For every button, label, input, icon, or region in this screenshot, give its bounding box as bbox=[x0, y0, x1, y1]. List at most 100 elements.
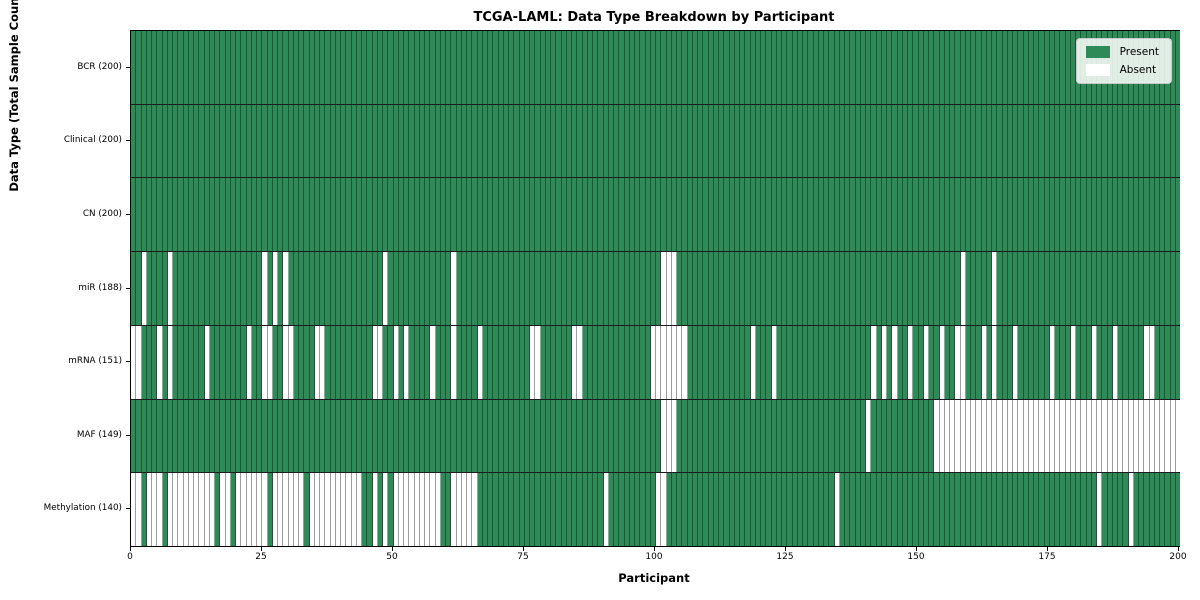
heatmap-cell bbox=[246, 473, 252, 547]
heatmap-cell bbox=[619, 399, 625, 473]
heatmap-cell bbox=[939, 252, 945, 325]
heatmap-cell bbox=[488, 252, 494, 325]
heatmap-cell bbox=[960, 399, 966, 473]
heatmap-cell bbox=[472, 325, 478, 399]
heatmap-cell bbox=[934, 399, 940, 473]
heatmap-cell bbox=[414, 104, 420, 178]
heatmap-cell bbox=[934, 31, 940, 104]
heatmap-cell bbox=[278, 399, 284, 473]
heatmap-cell bbox=[1049, 104, 1055, 178]
heatmap-cell bbox=[251, 252, 257, 325]
heatmap-cell bbox=[530, 178, 536, 252]
heatmap-cell bbox=[792, 31, 798, 104]
heatmap-cell bbox=[435, 178, 441, 252]
heatmap-cell bbox=[257, 104, 263, 178]
heatmap-cell bbox=[908, 252, 914, 325]
heatmap-cell bbox=[293, 252, 299, 325]
heatmap-cell bbox=[1028, 399, 1034, 473]
heatmap-cell bbox=[677, 473, 683, 547]
heatmap-cell bbox=[545, 31, 551, 104]
heatmap-cell bbox=[283, 31, 289, 104]
heatmap-cell bbox=[587, 473, 593, 547]
heatmap-cell bbox=[451, 178, 457, 252]
heatmap-cell bbox=[383, 252, 389, 325]
heatmap-cell bbox=[435, 252, 441, 325]
heatmap-cell bbox=[1076, 104, 1082, 178]
heatmap-cell bbox=[388, 252, 394, 325]
heatmap-cell bbox=[729, 104, 735, 178]
heatmap-cell bbox=[1112, 252, 1118, 325]
heatmap-cell bbox=[404, 399, 410, 473]
heatmap-cell bbox=[572, 31, 578, 104]
heatmap-cell bbox=[430, 325, 436, 399]
heatmap-cell bbox=[729, 178, 735, 252]
heatmap-cell bbox=[152, 473, 158, 547]
heatmap-cell bbox=[209, 31, 215, 104]
heatmap-cell bbox=[797, 325, 803, 399]
heatmap-cell bbox=[157, 325, 163, 399]
heatmap-cell bbox=[178, 178, 184, 252]
heatmap-cell bbox=[383, 178, 389, 252]
heatmap-cell bbox=[435, 104, 441, 178]
heatmap-cell bbox=[971, 325, 977, 399]
heatmap-cell bbox=[824, 104, 830, 178]
heatmap-cell bbox=[314, 31, 320, 104]
heatmap-cell bbox=[955, 473, 961, 547]
heatmap-cell bbox=[262, 104, 268, 178]
heatmap-cell bbox=[1023, 104, 1029, 178]
heatmap-cell bbox=[1039, 31, 1045, 104]
heatmap-cell bbox=[225, 325, 231, 399]
heatmap-cell bbox=[582, 399, 588, 473]
heatmap-cell bbox=[1175, 325, 1180, 399]
heatmap-cell bbox=[934, 252, 940, 325]
heatmap-cell bbox=[1123, 473, 1129, 547]
heatmap-cell bbox=[503, 31, 509, 104]
heatmap-cell bbox=[1165, 178, 1171, 252]
heatmap-cell bbox=[1013, 104, 1019, 178]
heatmap-cell bbox=[761, 104, 767, 178]
heatmap-cell bbox=[367, 104, 373, 178]
heatmap-cell bbox=[787, 399, 793, 473]
heatmap-cell bbox=[545, 252, 551, 325]
heatmap-cell bbox=[330, 104, 336, 178]
heatmap-cell bbox=[860, 104, 866, 178]
heatmap-cell bbox=[603, 325, 609, 399]
heatmap-cell bbox=[1097, 399, 1103, 473]
heatmap-cell bbox=[619, 252, 625, 325]
heatmap-cell bbox=[498, 325, 504, 399]
heatmap-cell bbox=[976, 252, 982, 325]
x-tick-mark bbox=[916, 546, 917, 551]
heatmap-cell bbox=[409, 31, 415, 104]
heatmap-cell bbox=[971, 399, 977, 473]
heatmap-cell bbox=[304, 31, 310, 104]
heatmap-cell bbox=[493, 252, 499, 325]
heatmap-cell bbox=[661, 399, 667, 473]
heatmap-cell bbox=[178, 325, 184, 399]
heatmap-cell bbox=[708, 473, 714, 547]
heatmap-cell bbox=[713, 252, 719, 325]
heatmap-cell bbox=[398, 325, 404, 399]
heatmap-cell bbox=[367, 325, 373, 399]
heatmap-cell bbox=[871, 31, 877, 104]
heatmap-cell bbox=[351, 104, 357, 178]
heatmap-cell bbox=[241, 178, 247, 252]
heatmap-cell bbox=[939, 178, 945, 252]
heatmap-cell bbox=[1049, 31, 1055, 104]
heatmap-cell bbox=[1086, 325, 1092, 399]
heatmap-cell bbox=[593, 399, 599, 473]
heatmap-cell bbox=[267, 325, 273, 399]
heatmap-cell bbox=[341, 31, 347, 104]
heatmap-cell bbox=[503, 325, 509, 399]
heatmap-cell bbox=[561, 31, 567, 104]
heatmap-cell bbox=[698, 252, 704, 325]
heatmap-cell bbox=[1070, 104, 1076, 178]
heatmap-cell bbox=[787, 104, 793, 178]
heatmap-cell bbox=[566, 473, 572, 547]
heatmap-cell bbox=[813, 399, 819, 473]
heatmap-cell bbox=[614, 399, 620, 473]
heatmap-cell bbox=[708, 325, 714, 399]
heatmap-cell bbox=[808, 31, 814, 104]
heatmap-cell bbox=[839, 104, 845, 178]
heatmap-cell bbox=[955, 178, 961, 252]
heatmap-cell bbox=[729, 473, 735, 547]
